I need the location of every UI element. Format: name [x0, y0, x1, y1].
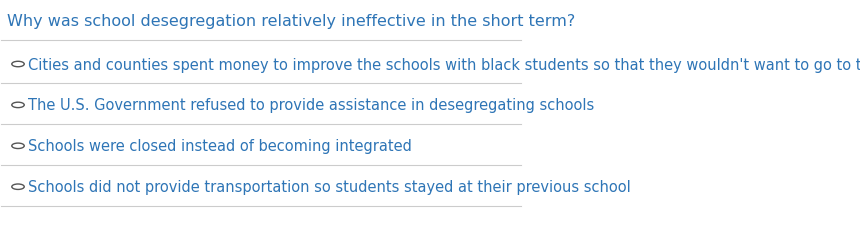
Text: Schools did not provide transportation so students stayed at their previous scho: Schools did not provide transportation s…	[28, 180, 631, 194]
Text: Cities and counties spent money to improve the schools with black students so th: Cities and counties spent money to impro…	[28, 57, 860, 72]
Text: Why was school desegregation relatively ineffective in the short term?: Why was school desegregation relatively …	[7, 14, 574, 29]
Text: The U.S. Government refused to provide assistance in desegregating schools: The U.S. Government refused to provide a…	[28, 98, 594, 113]
Text: Schools were closed instead of becoming integrated: Schools were closed instead of becoming …	[28, 139, 412, 154]
